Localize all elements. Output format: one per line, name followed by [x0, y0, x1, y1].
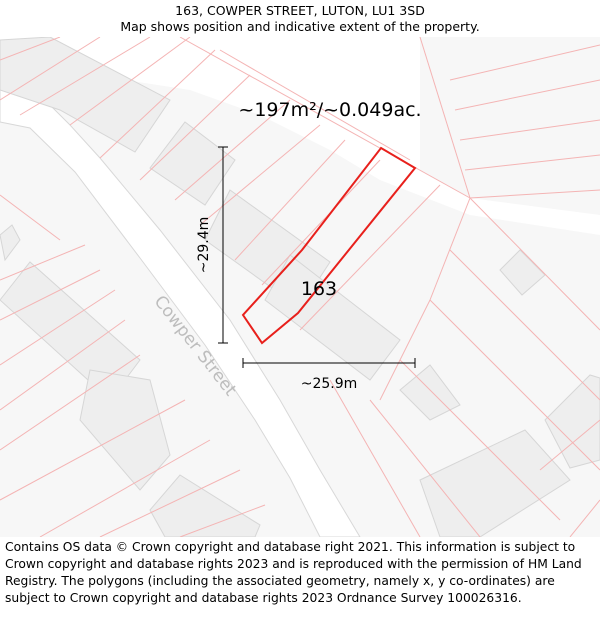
buildings [0, 37, 600, 537]
area-label: ~197m²/~0.049ac. [238, 99, 421, 121]
building [419, 429, 571, 537]
copyright-notice: Contains OS data © Crown copyright and d… [5, 540, 582, 605]
building [0, 37, 171, 153]
map-header: 163, COWPER STREET, LUTON, LU1 3SD Map s… [0, 0, 600, 37]
height-measure-bar [218, 146, 228, 344]
building [0, 224, 21, 262]
plot-number-label: 163 [301, 278, 337, 300]
map-subtitle: Map shows position and indicative extent… [120, 19, 480, 34]
building [499, 249, 546, 296]
width-measure-label: ~25.9m [301, 376, 358, 392]
property-map[interactable]: ~197m²/~0.049ac. 163 Cowper Street ~29.4… [0, 37, 600, 537]
parcel-lines [0, 37, 600, 537]
building [399, 364, 461, 421]
height-measure-label: ~29.4m [196, 217, 212, 274]
building [149, 474, 261, 537]
property-boundary[interactable] [241, 146, 417, 345]
building [264, 254, 401, 381]
building [0, 261, 141, 401]
cowper-street-road[interactable] [0, 79, 361, 537]
width-measure-bar [242, 358, 416, 368]
property-address: 163, COWPER STREET, LUTON, LU1 3SD [175, 3, 425, 18]
building [79, 369, 171, 491]
